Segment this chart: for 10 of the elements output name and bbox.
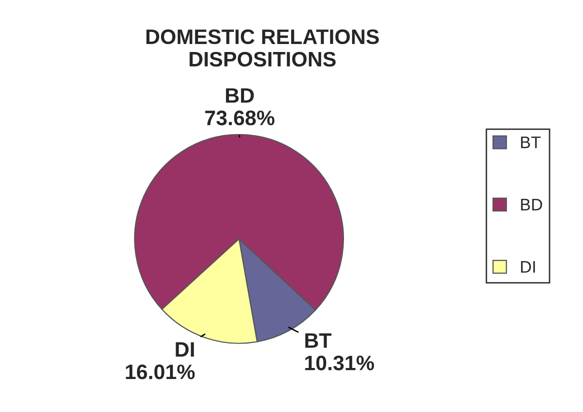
legend-label: DI [521,261,535,273]
data-label: 10.31% [305,356,374,370]
slice-label: BT [305,333,332,348]
data-label: 16.01% [126,364,195,380]
chart-title: DOMESTIC RELATIONS DISPOSITIONS [146,29,379,67]
slice-label: BD [226,88,254,103]
data-label: 73.68% [205,110,274,126]
legend-label: BD [521,198,542,210]
slice-label: DI [176,342,194,357]
legend-label: BT [521,136,541,148]
